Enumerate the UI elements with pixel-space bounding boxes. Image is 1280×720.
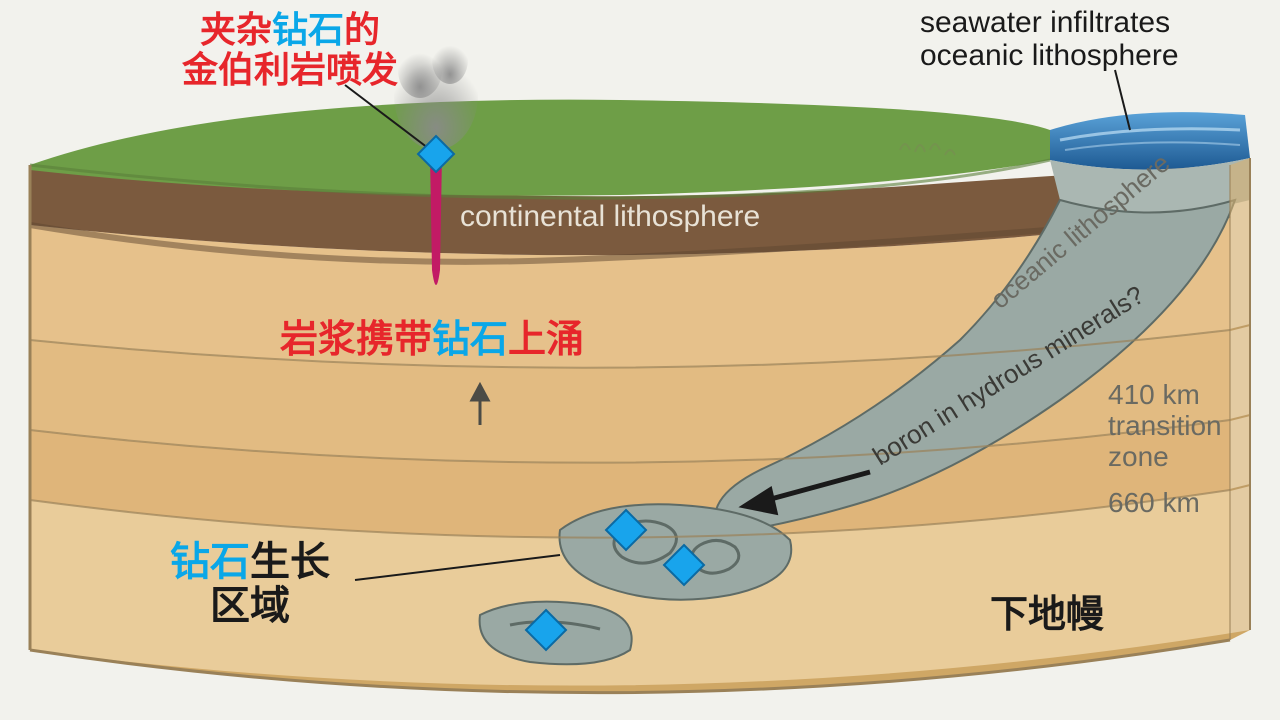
upwelling-label: 岩浆携带钻石上涌 [280,320,584,362]
continental-lith-label: continental lithosphere [460,200,760,233]
depth-410-label: 410 km transition zone [1108,380,1280,472]
diagram-root: boron in hydrous minerals? oceanic litho… [0,0,1280,720]
depth-660-label: 660 km [1108,488,1200,519]
seawater-label: seawater infiltrates oceanic lithosphere [920,6,1179,72]
kimberlite-label: 夹杂钻石的 金伯利岩喷发 [160,10,420,89]
growth-region-label: 钻石生长 区域 [140,540,360,628]
lower-mantle-label: 下地幔 [990,595,1104,637]
